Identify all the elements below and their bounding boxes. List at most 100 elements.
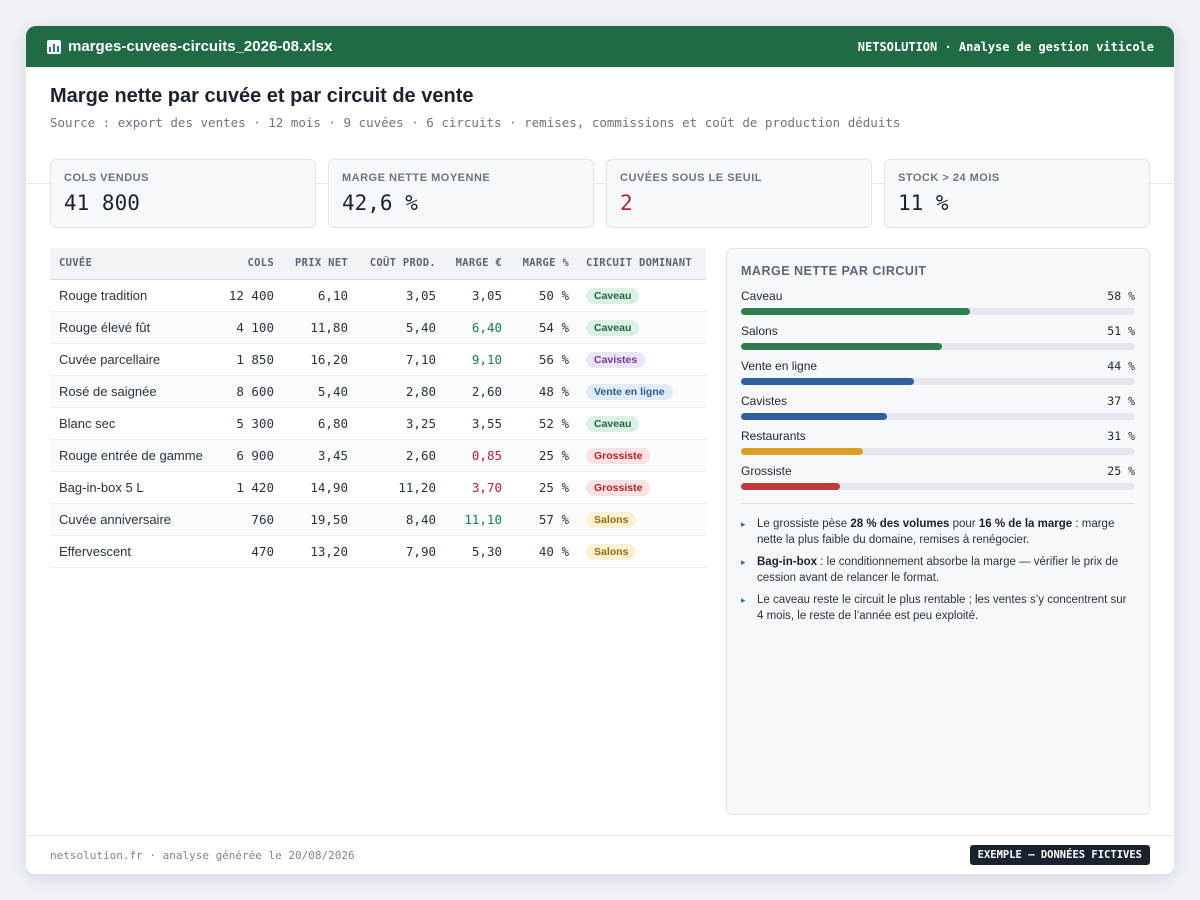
cell-prix: 19,50: [310, 511, 348, 527]
col-header-marge-pct[interactable]: MARGE %: [522, 257, 569, 270]
cell-marge-pct: 54 %: [538, 319, 569, 335]
cell-cuvee: Bag-in-box 5 L: [59, 479, 144, 495]
circuit-badge: Salons: [586, 543, 637, 560]
note-item: ▸ Le grossiste pèse 28 % des volumes pou…: [741, 518, 1115, 546]
bar-track: [741, 413, 1135, 420]
col-header-cout[interactable]: COÛT PROD.: [369, 257, 436, 270]
cell-cols: 12 400: [228, 287, 274, 303]
cell-cout: 5,40: [405, 319, 436, 335]
circuit-label: Grossiste: [741, 464, 792, 478]
page-title: Marge nette par cuvée et par circuit de …: [50, 85, 474, 107]
circuit-badge: Salons: [586, 511, 637, 528]
kpi-card-marge: MARGE NETTE MOYENNE 42,6 %: [328, 159, 594, 228]
table-row[interactable]: Rouge élevé fût 4 100 11,80 5,40 6,40 54…: [50, 311, 706, 343]
table-header-row: CUVÉE COLS PRIX NET COÛT PROD. MARGE € M…: [50, 248, 706, 279]
circuit-label: Restaurants: [741, 429, 806, 443]
cell-marge: 11,10: [464, 511, 502, 527]
table-row[interactable]: Bag-in-box 5 L 1 420 14,90 11,20 3,70 25…: [50, 471, 706, 503]
cell-cuvee: Effervescent: [59, 543, 132, 559]
cuvee-table: CUVÉE COLS PRIX NET COÛT PROD. MARGE € M…: [50, 248, 706, 568]
circuit-pct: 58 %: [1107, 289, 1135, 303]
circuit-bar-row: Salons 51 %: [741, 324, 1135, 359]
col-header-marge-eur[interactable]: MARGE €: [455, 257, 502, 270]
bar-fill: [741, 448, 864, 455]
cell-cols: 6 900: [236, 447, 274, 463]
panel-divider: [741, 503, 1135, 504]
cell-marge-pct: 48 %: [538, 383, 569, 399]
cell-prix: 16,20: [310, 351, 348, 367]
col-header-cols[interactable]: COLS: [247, 257, 274, 270]
cell-cout: 2,60: [405, 447, 436, 463]
table-row[interactable]: Blanc sec 5 300 6,80 3,25 3,55 52 % Cave…: [50, 407, 706, 439]
circuit-badge: Caveau: [586, 415, 640, 432]
cell-prix: 13,20: [310, 543, 348, 559]
cell-marge: 0,85: [471, 447, 502, 463]
cell-cuvee: Cuvée anniversaire: [59, 511, 172, 527]
cell-marge-pct: 50 %: [538, 287, 569, 303]
spreadsheet-icon: [47, 39, 61, 54]
circuit-badge: Caveau: [586, 319, 640, 336]
bar-track: [741, 378, 1135, 385]
fictive-data-badge: EXEMPLE — DONNÉES FICTIVES: [969, 845, 1150, 865]
bar-track: [741, 308, 1135, 315]
cell-marge-pct: 52 %: [538, 415, 569, 431]
kpi-value: 41 800: [64, 191, 140, 215]
circuit-bars: Caveau 58 % Salons 51 % Vente en ligne 44 % Ca…: [741, 289, 1135, 499]
table-row[interactable]: Rouge tradition 12 400 6,10 3,05 3,05 50…: [50, 279, 706, 311]
kpi-value: 2: [620, 191, 633, 215]
page-header: Marge nette par cuvée et par circuit de …: [26, 67, 1174, 184]
cell-prix: 3,45: [317, 447, 348, 463]
circuit-label: Vente en ligne: [741, 359, 818, 373]
col-header-cuvee[interactable]: CUVÉE: [59, 257, 93, 270]
cell-prix: 5,40: [317, 383, 348, 399]
cell-cuvee: Rosé de saignée: [59, 383, 157, 399]
page-subtitle: Source : export des ventes · 12 mois · 9…: [50, 115, 901, 130]
cell-marge-pct: 25 %: [538, 447, 569, 463]
kpi-label: COLS VENDUS: [64, 172, 149, 184]
cell-marge: 5,30: [471, 543, 502, 559]
circuit-bar-row: Restaurants 31 %: [741, 429, 1135, 464]
note-item: ▸ Bag-in-box : le conditionnement absorb…: [741, 556, 1119, 584]
cell-cols: 8 600: [236, 383, 274, 399]
circuit-badge: Grossiste: [586, 447, 651, 464]
table-row[interactable]: Rosé de saignée 8 600 5,40 2,80 2,60 48 …: [50, 375, 706, 407]
bar-track: [741, 483, 1135, 490]
circuit-pct: 37 %: [1107, 394, 1135, 408]
table-row[interactable]: Effervescent 470 13,20 7,90 5,30 40 % Sa…: [50, 535, 706, 567]
title-bar: marges-cuvees-circuits_2026-08.xlsx NETS…: [26, 26, 1174, 67]
cell-marge: 6,40: [471, 319, 502, 335]
circuit-badge: Cavistes: [586, 351, 646, 368]
bar-fill: [741, 483, 840, 490]
cell-cuvee: Blanc sec: [59, 415, 116, 431]
kpi-card-stock: STOCK > 24 MOIS 11 %: [884, 159, 1150, 228]
circuit-badge: Grossiste: [586, 479, 651, 496]
kpi-card-cols: COLS VENDUS 41 800: [50, 159, 316, 228]
circuit-bar-row: Caveau 58 %: [741, 289, 1135, 324]
cell-cuvee: Rouge élevé fût: [59, 319, 151, 335]
kpi-card-seuil: CUVÉES SOUS LE SEUIL 2: [606, 159, 872, 228]
bullet-arrow-icon: ▸: [741, 557, 746, 567]
cell-cols: 470: [251, 543, 274, 559]
col-header-circuit[interactable]: CIRCUIT DOMINANT: [586, 257, 692, 270]
cell-marge: 3,70: [471, 479, 502, 495]
circuit-bar-row: Cavistes 37 %: [741, 394, 1135, 429]
kpi-label: STOCK > 24 MOIS: [898, 172, 1000, 184]
bar-track: [741, 448, 1135, 455]
cell-cout: 8,40: [405, 511, 436, 527]
cell-cout: 3,05: [405, 287, 436, 303]
col-header-prix[interactable]: PRIX NET: [295, 257, 348, 270]
cell-prix: 14,90: [310, 479, 348, 495]
kpi-row: COLS VENDUS 41 800 MARGE NETTE MOYENNE 4…: [50, 159, 1150, 228]
table-row[interactable]: Cuvée anniversaire 760 19,50 8,40 11,10 …: [50, 503, 706, 535]
footer: netsolution.fr · analyse générée le 20/0…: [26, 835, 1174, 874]
cell-cols: 760: [251, 511, 274, 527]
cell-marge-pct: 25 %: [538, 479, 569, 495]
cell-marge-pct: 40 %: [538, 543, 569, 559]
table-row[interactable]: Cuvée parcellaire 1 850 16,20 7,10 9,10 …: [50, 343, 706, 375]
circuit-pct: 44 %: [1107, 359, 1135, 373]
circuit-bar-row: Vente en ligne 44 %: [741, 359, 1135, 394]
circuit-label: Caveau: [741, 289, 783, 303]
table-row[interactable]: Rouge entrée de gamme 6 900 3,45 2,60 0,…: [50, 439, 706, 471]
cell-cout: 11,20: [398, 479, 436, 495]
kpi-label: CUVÉES SOUS LE SEUIL: [620, 172, 763, 184]
